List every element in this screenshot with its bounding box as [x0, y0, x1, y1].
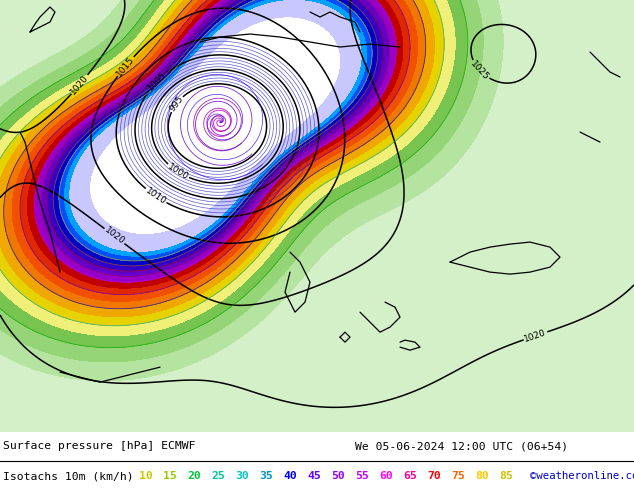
Text: 80: 80 [475, 471, 489, 481]
Text: 15: 15 [163, 471, 177, 481]
Text: 45: 45 [307, 471, 321, 481]
Text: 50: 50 [331, 471, 345, 481]
Text: 25: 25 [211, 471, 224, 481]
Text: 90: 90 [523, 471, 537, 481]
Text: 1015: 1015 [115, 55, 136, 78]
Text: 1020: 1020 [103, 226, 126, 246]
Text: 10: 10 [139, 471, 153, 481]
Text: 1025: 1025 [469, 59, 491, 82]
Text: 995: 995 [167, 94, 185, 113]
Text: 1000: 1000 [166, 162, 190, 182]
Text: 1005: 1005 [146, 70, 169, 93]
Text: ©weatheronline.co.uk: ©weatheronline.co.uk [530, 471, 634, 481]
Text: Isotachs 10m (km/h): Isotachs 10m (km/h) [3, 471, 134, 481]
Text: 70: 70 [427, 471, 441, 481]
Text: Surface pressure [hPa] ECMWF: Surface pressure [hPa] ECMWF [3, 441, 195, 451]
Text: 65: 65 [403, 471, 417, 481]
Text: 1020: 1020 [523, 328, 548, 343]
Text: 40: 40 [283, 471, 297, 481]
Text: 20: 20 [187, 471, 201, 481]
Text: 1010: 1010 [144, 186, 168, 206]
Text: We 05-06-2024 12:00 UTC (06+54): We 05-06-2024 12:00 UTC (06+54) [355, 441, 568, 451]
Text: 35: 35 [259, 471, 273, 481]
Text: 85: 85 [499, 471, 513, 481]
Text: 60: 60 [379, 471, 392, 481]
Text: 30: 30 [235, 471, 249, 481]
Text: 75: 75 [451, 471, 465, 481]
Text: 1020: 1020 [68, 73, 91, 96]
Text: 55: 55 [355, 471, 369, 481]
